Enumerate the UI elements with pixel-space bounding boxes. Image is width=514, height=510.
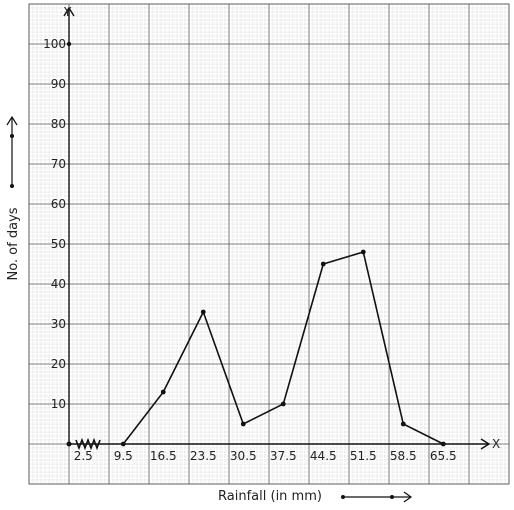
y-tick-label: 90	[51, 77, 66, 91]
data-point	[400, 421, 406, 427]
x-tick-label: 9.5	[114, 449, 133, 463]
origin-point	[66, 441, 72, 447]
data-point	[120, 441, 126, 447]
x-tick-label: 65.5	[430, 449, 457, 463]
data-point	[440, 441, 446, 447]
data-point	[320, 261, 326, 267]
data-point	[360, 249, 366, 255]
x-tick-label: 23.5	[190, 449, 217, 463]
data-series	[120, 249, 446, 447]
x-tick-label: 30.5	[230, 449, 257, 463]
x-axis-label: Rainfall (in mm)	[218, 489, 322, 504]
x-tick-label: 16.5	[150, 449, 177, 463]
tick-labels: 2.5 9.5 16.5 23.5 30.5 37.5 44.5 51.5 58.5 65.5 10…	[43, 37, 457, 463]
y-tick-label: 10	[51, 397, 66, 411]
y-tick-label: 50	[51, 237, 66, 251]
y-tick-label: 40	[51, 277, 66, 291]
axes	[63, 6, 491, 451]
x-axis-arrow-icon	[480, 438, 491, 450]
y-tick-label: 20	[51, 357, 66, 371]
x-tick-label: 44.5	[310, 449, 337, 463]
x-tick-label: 58.5	[390, 449, 417, 463]
axis-break-zigzag-icon	[75, 437, 101, 451]
x-tick-label: 51.5	[350, 449, 377, 463]
y-axis-letter: Y	[63, 5, 72, 19]
graph-paper-grid	[28, 3, 510, 485]
x-label-arrow-icon	[341, 491, 413, 503]
y-axis-arrow-icon	[63, 6, 75, 17]
y-tick-label: 30	[51, 317, 66, 331]
y-tick-label: 80	[51, 117, 66, 131]
data-point	[200, 309, 206, 315]
data-point	[240, 421, 246, 427]
x-axis-letter: X	[492, 437, 500, 451]
y-axis-label: No. of days	[6, 207, 21, 280]
y-tick-point	[66, 41, 72, 47]
y-tick-label: 70	[51, 157, 66, 171]
y-tick-label: 100	[43, 37, 66, 51]
grid-border	[28, 3, 510, 485]
x-tick-label: 37.5	[270, 449, 297, 463]
data-point	[160, 389, 166, 395]
y-tick-label: 60	[51, 197, 66, 211]
y-label-arrow-icon	[6, 115, 18, 188]
x-tick-label: 2.5	[74, 449, 93, 463]
data-point	[280, 401, 286, 407]
